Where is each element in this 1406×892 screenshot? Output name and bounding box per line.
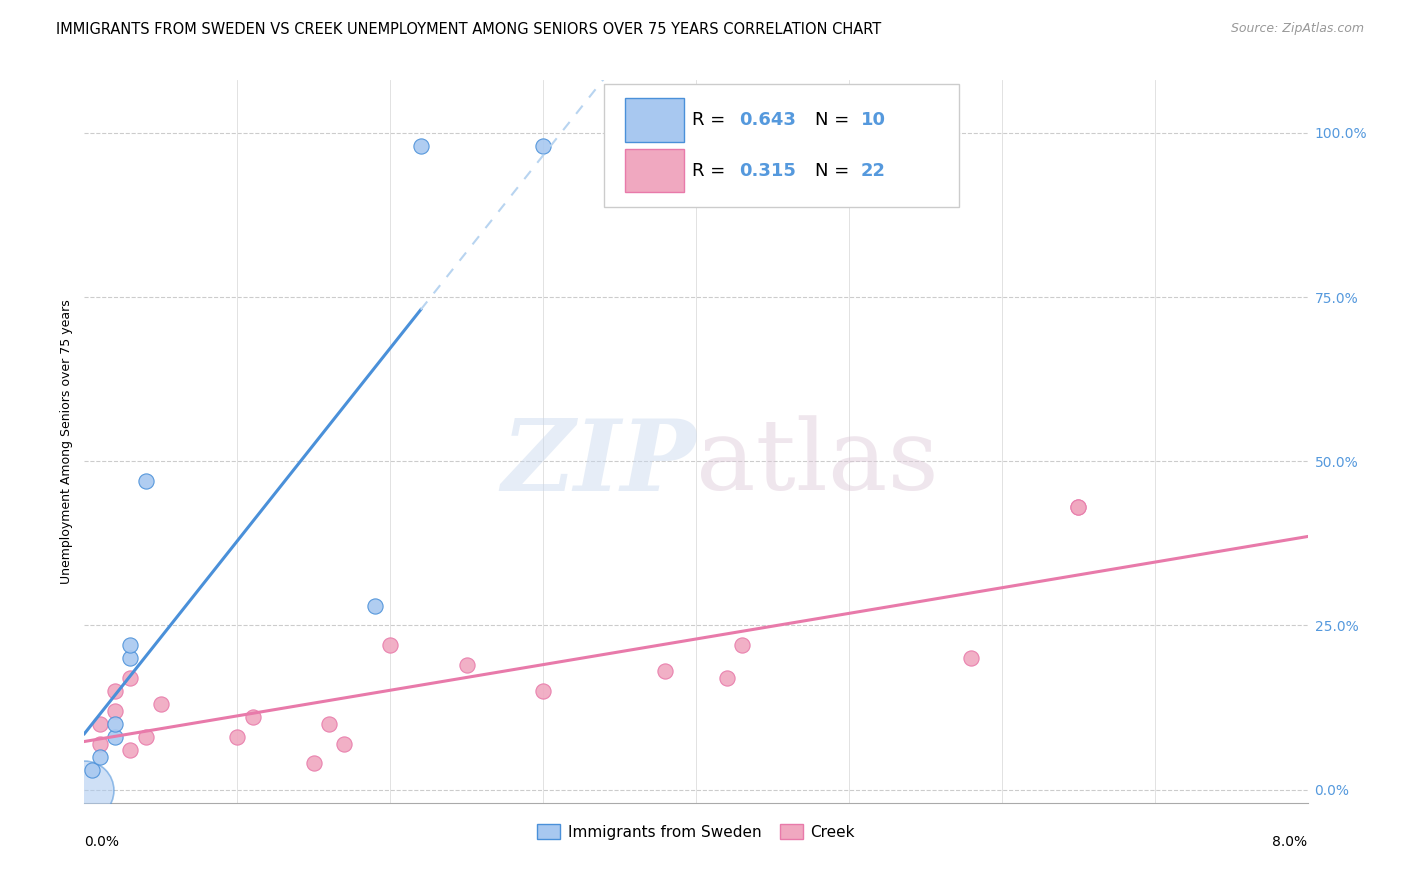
Point <box>531 684 554 698</box>
Point <box>960 651 983 665</box>
Point <box>89 749 111 764</box>
Point <box>120 638 142 652</box>
Text: 0.315: 0.315 <box>738 161 796 179</box>
Point <box>302 756 325 771</box>
Point <box>716 671 738 685</box>
FancyBboxPatch shape <box>626 98 683 142</box>
Point <box>120 671 142 685</box>
Point <box>456 657 478 672</box>
Point <box>318 717 340 731</box>
Text: N =: N = <box>814 111 855 129</box>
Text: N =: N = <box>814 161 855 179</box>
Text: Source: ZipAtlas.com: Source: ZipAtlas.com <box>1230 22 1364 36</box>
Point <box>1067 500 1090 515</box>
Point <box>135 474 157 488</box>
Text: IMMIGRANTS FROM SWEDEN VS CREEK UNEMPLOYMENT AMONG SENIORS OVER 75 YEARS CORRELA: IMMIGRANTS FROM SWEDEN VS CREEK UNEMPLOY… <box>56 22 882 37</box>
Text: 22: 22 <box>860 161 886 179</box>
Point <box>104 730 127 744</box>
Text: 0.0%: 0.0% <box>84 835 120 849</box>
Point <box>531 139 554 153</box>
Point <box>73 782 96 797</box>
Text: 10: 10 <box>860 111 886 129</box>
Point <box>731 638 754 652</box>
Text: 8.0%: 8.0% <box>1272 835 1308 849</box>
Text: R =: R = <box>692 111 731 129</box>
Point <box>120 651 142 665</box>
Point <box>364 599 387 613</box>
Point <box>149 698 172 712</box>
Point <box>409 139 432 153</box>
Point <box>333 737 356 751</box>
FancyBboxPatch shape <box>626 149 683 193</box>
Point <box>226 730 249 744</box>
Y-axis label: Unemployment Among Seniors over 75 years: Unemployment Among Seniors over 75 years <box>60 299 73 584</box>
Point <box>104 717 127 731</box>
Point <box>380 638 402 652</box>
Point <box>242 710 264 724</box>
Text: atlas: atlas <box>696 416 939 511</box>
Text: ZIP: ZIP <box>501 415 696 511</box>
Point <box>135 730 157 744</box>
Point <box>1067 500 1090 515</box>
Point <box>80 763 103 777</box>
Point <box>89 717 111 731</box>
Point <box>89 737 111 751</box>
FancyBboxPatch shape <box>605 84 959 207</box>
Point <box>120 743 142 757</box>
Text: 0.643: 0.643 <box>738 111 796 129</box>
Text: R =: R = <box>692 161 731 179</box>
Point <box>104 704 127 718</box>
Point <box>654 665 676 679</box>
Point <box>104 684 127 698</box>
Legend: Immigrants from Sweden, Creek: Immigrants from Sweden, Creek <box>531 818 860 846</box>
